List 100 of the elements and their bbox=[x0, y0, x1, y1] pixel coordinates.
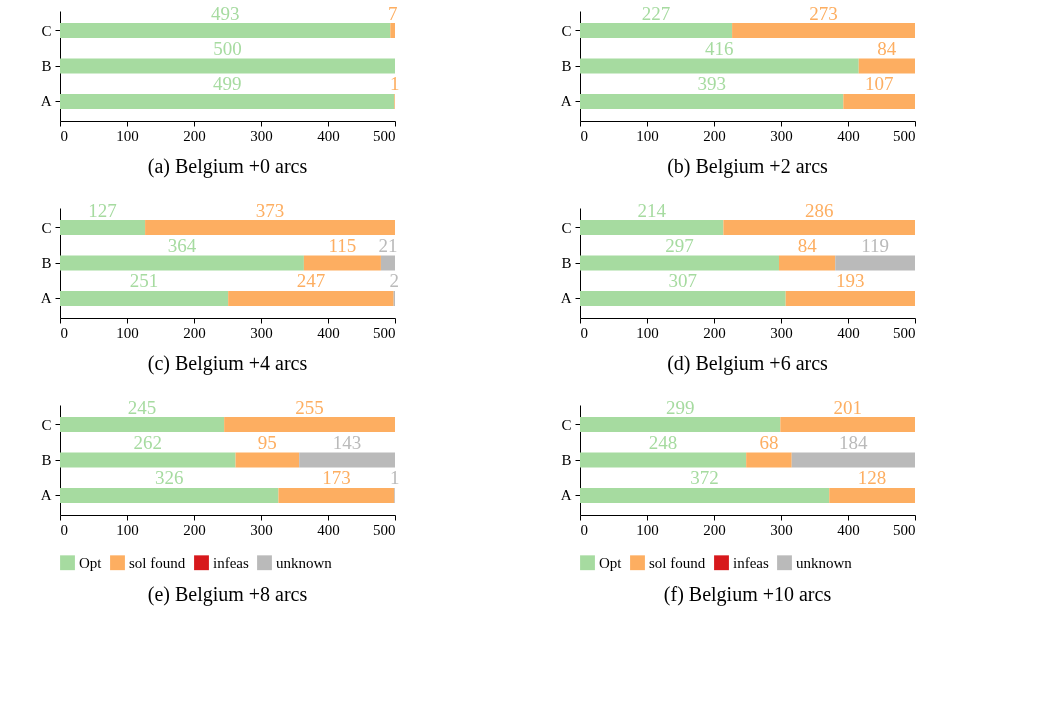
data-label: 245 bbox=[127, 396, 157, 418]
y-tick-label: A bbox=[40, 290, 52, 307]
data-label: 84 bbox=[797, 235, 818, 256]
data-label: 128 bbox=[857, 467, 887, 489]
bar bbox=[60, 290, 229, 306]
y-tick-label: C bbox=[41, 416, 52, 433]
bar bbox=[580, 58, 859, 74]
y-tick-label: C bbox=[561, 219, 572, 236]
bar bbox=[60, 255, 304, 271]
x-tick-label: 400 bbox=[837, 127, 860, 144]
x-tick-label: 500 bbox=[893, 324, 916, 341]
data-label: 214 bbox=[637, 199, 667, 221]
bar bbox=[580, 452, 747, 468]
x-tick-label: 0 bbox=[60, 521, 68, 538]
data-label: 262 bbox=[133, 432, 163, 453]
x-tick-label: 100 bbox=[636, 127, 659, 144]
x-tick-label: 200 bbox=[183, 127, 206, 144]
x-tick-label: 300 bbox=[250, 127, 273, 144]
bar bbox=[778, 255, 836, 271]
bar bbox=[145, 220, 395, 236]
y-tick-label: A bbox=[560, 93, 572, 110]
y-tick-label: A bbox=[40, 93, 52, 110]
data-label: 201 bbox=[833, 396, 862, 418]
bar bbox=[829, 487, 915, 503]
bar bbox=[303, 255, 381, 271]
x-tick-label: 400 bbox=[837, 324, 860, 341]
x-tick-label: 300 bbox=[770, 521, 793, 538]
y-tick-label: B bbox=[561, 452, 572, 468]
y-tick-label: C bbox=[561, 22, 572, 39]
x-tick-label: 100 bbox=[116, 521, 139, 538]
x-tick-label: 0 bbox=[60, 127, 68, 144]
x-tick-label: 300 bbox=[250, 324, 273, 341]
y-tick-label: A bbox=[40, 487, 52, 504]
data-label: 500 bbox=[213, 38, 242, 59]
bar bbox=[580, 417, 781, 433]
data-label: 84 bbox=[877, 38, 897, 59]
text: (b) Belgium +2 arcs bbox=[667, 155, 829, 178]
y-tick-label: A bbox=[560, 487, 572, 504]
data-label: 173 bbox=[322, 467, 351, 489]
x-tick-label: 200 bbox=[183, 521, 206, 538]
bar bbox=[224, 417, 395, 433]
data-label: 143 bbox=[332, 432, 362, 453]
x-tick-label: 500 bbox=[893, 127, 916, 144]
bar bbox=[60, 220, 146, 236]
data-label: 115 bbox=[328, 235, 357, 256]
text: (c) Belgium +4 arcs bbox=[147, 352, 308, 375]
x-tick-label: 500 bbox=[373, 521, 396, 538]
data-label: 372 bbox=[690, 467, 719, 489]
y-tick-label: C bbox=[41, 219, 52, 236]
y-tick-label: C bbox=[561, 416, 572, 433]
text: (e) Belgium +8 arcs bbox=[147, 583, 308, 606]
data-label: 95 bbox=[257, 432, 277, 453]
x-tick-label: 400 bbox=[837, 521, 860, 538]
data-label: 227 bbox=[641, 2, 671, 24]
bar bbox=[60, 417, 225, 433]
bar bbox=[580, 23, 733, 39]
bar bbox=[785, 290, 915, 306]
bar bbox=[780, 417, 915, 433]
x-tick-label: 400 bbox=[317, 521, 340, 538]
x-tick-label: 300 bbox=[770, 127, 793, 144]
bar bbox=[60, 487, 279, 503]
bar bbox=[580, 255, 779, 271]
x-tick-label: 200 bbox=[703, 127, 726, 144]
bar bbox=[228, 290, 394, 306]
x-tick-label: 0 bbox=[60, 324, 68, 341]
legend-label: Opt bbox=[599, 554, 623, 571]
x-tick-label: 0 bbox=[580, 127, 588, 144]
y-tick-label: B bbox=[561, 255, 572, 271]
x-tick-label: 400 bbox=[317, 324, 340, 341]
legend-label: sol found bbox=[649, 554, 706, 571]
bar bbox=[843, 93, 915, 109]
data-label: 364 bbox=[167, 235, 197, 256]
bar bbox=[278, 487, 395, 503]
data-label: 193 bbox=[836, 270, 865, 292]
text: (f) Belgium +10 arcs bbox=[663, 583, 832, 606]
data-label: 248 bbox=[648, 432, 678, 453]
data-label: 1 bbox=[389, 467, 400, 489]
data-label: 286 bbox=[804, 199, 834, 221]
bar bbox=[580, 290, 786, 306]
x-tick-label: 100 bbox=[116, 324, 139, 341]
data-label: 127 bbox=[88, 199, 117, 221]
data-label: 499 bbox=[212, 73, 242, 95]
y-tick-label: B bbox=[41, 452, 52, 468]
x-tick-label: 100 bbox=[636, 324, 659, 341]
x-tick-label: 100 bbox=[116, 127, 139, 144]
bar bbox=[791, 452, 915, 468]
legend-label: sol found bbox=[129, 554, 186, 571]
legend-label: unknown bbox=[276, 554, 333, 571]
data-label: 273 bbox=[809, 2, 838, 24]
data-label: 373 bbox=[255, 199, 285, 221]
bar bbox=[858, 58, 915, 74]
bar bbox=[723, 220, 915, 236]
legend-label: infeas bbox=[213, 554, 249, 571]
x-tick-label: 0 bbox=[580, 521, 588, 538]
data-label: 68 bbox=[759, 432, 779, 453]
data-label: 184 bbox=[839, 432, 869, 453]
y-tick-label: C bbox=[41, 22, 52, 39]
x-tick-label: 400 bbox=[317, 127, 340, 144]
data-label: 307 bbox=[668, 270, 698, 292]
data-label: 493 bbox=[210, 2, 240, 24]
